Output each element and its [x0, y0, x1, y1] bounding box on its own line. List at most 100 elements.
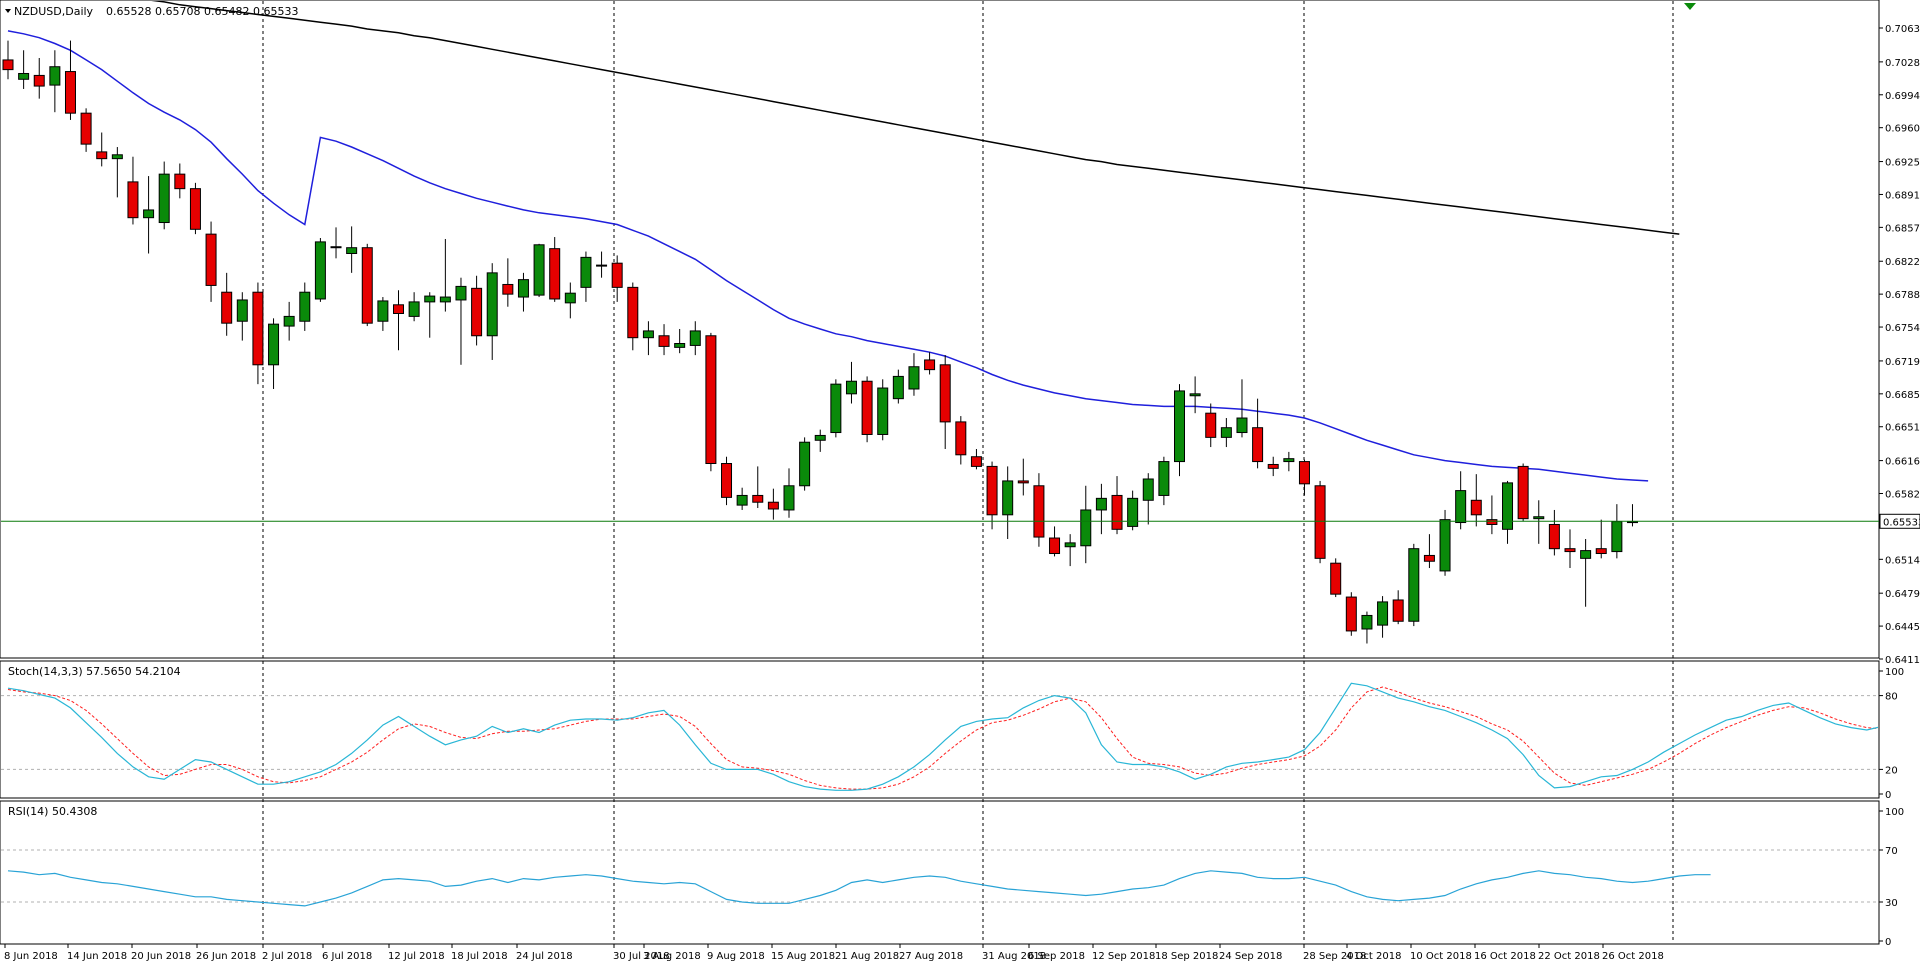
- candle-body-bull: [18, 72, 30, 80]
- candle-body-bear: [361, 247, 373, 324]
- time-tick-label: 27 Aug 2018: [899, 951, 963, 962]
- candle: [1595, 519, 1607, 559]
- rsi-tick-label: 70: [1885, 846, 1898, 857]
- candle-body-bear: [189, 188, 201, 230]
- candle: [814, 429, 826, 452]
- candle-body-bull: [439, 296, 451, 303]
- time-tick-label: 6 Sep 2018: [1028, 951, 1085, 962]
- candle-body-bull: [799, 441, 811, 487]
- candle-body-bull: [408, 301, 420, 317]
- candle-body-bear: [1564, 548, 1576, 553]
- candle-body-bear: [986, 465, 998, 516]
- candle-body-bear: [1595, 548, 1607, 555]
- candle-body-bear: [970, 456, 982, 467]
- candle: [127, 156, 139, 225]
- candle-body-bull: [1533, 516, 1545, 520]
- time-tick-label: 6 Jul 2018: [322, 951, 372, 962]
- candle: [1470, 474, 1482, 527]
- candle-body-bear: [221, 291, 233, 324]
- candle: [283, 301, 295, 341]
- candle-body-bear: [549, 248, 561, 300]
- candle: [1517, 463, 1529, 522]
- moving-averages: [7, 1, 1680, 482]
- collapse-triangle-icon[interactable]: [5, 9, 11, 13]
- candle: [1033, 473, 1045, 547]
- candle-body-bull: [908, 366, 920, 390]
- candle-body-bull: [1611, 521, 1623, 553]
- candle: [845, 361, 857, 404]
- candle: [330, 227, 342, 259]
- candle: [1345, 592, 1357, 636]
- candle: [299, 282, 311, 331]
- candle: [1283, 451, 1295, 472]
- candle: [314, 238, 326, 302]
- candle-body-bull: [314, 241, 326, 300]
- candle-body-bull: [1158, 461, 1170, 496]
- candle: [1049, 526, 1061, 557]
- candle-body-bull: [596, 264, 608, 267]
- candle: [64, 40, 76, 120]
- stoch-signal-line: [7, 686, 1878, 790]
- candle: [1314, 480, 1326, 564]
- candle: [393, 290, 404, 351]
- candle-body-bull: [1408, 548, 1420, 622]
- candle-body-bull: [674, 343, 686, 348]
- time-tick-label: 31 Aug 2018: [982, 951, 1046, 962]
- candle-body-bull: [1361, 614, 1373, 630]
- time-tick-label: 28 Sep 2018: [1303, 951, 1366, 962]
- candle: [970, 448, 982, 470]
- candle: [143, 176, 155, 254]
- candle: [1236, 379, 1248, 438]
- stoch-series: [7, 682, 1878, 791]
- candle: [736, 487, 748, 510]
- candle-body-bull: [49, 66, 61, 86]
- candle: [486, 263, 498, 360]
- candle-body-bull: [1439, 519, 1451, 572]
- candle: [33, 58, 45, 99]
- candle-body-bull: [1455, 490, 1467, 524]
- candle: [752, 466, 764, 509]
- candle-body-bear: [1298, 461, 1310, 485]
- candle-body-bear: [174, 173, 186, 190]
- candle: [80, 108, 92, 152]
- time-tick-label: 2 Jul 2018: [262, 951, 312, 962]
- candle-body-bear: [1345, 596, 1357, 632]
- candle-body-bear: [658, 335, 670, 347]
- time-tick-label: 15 Aug 2018: [771, 951, 835, 962]
- candle: [1502, 480, 1514, 544]
- ma-blue-line: [7, 30, 1649, 482]
- candle: [986, 461, 998, 530]
- price-panel[interactable]: [0, 0, 1880, 659]
- candle: [346, 226, 358, 273]
- candle-body-bull: [1502, 482, 1514, 530]
- rsi-tick-label: 30: [1885, 898, 1898, 909]
- candle: [221, 272, 233, 336]
- candle-body-bear: [64, 71, 76, 114]
- candle-body-bull: [424, 295, 436, 303]
- candle: [861, 376, 873, 443]
- candle-body-bear: [1470, 499, 1482, 516]
- candle: [1392, 590, 1404, 625]
- candle-body-bull: [1064, 542, 1076, 548]
- candle-body-bull: [236, 299, 248, 322]
- rsi-line: [7, 870, 1711, 907]
- candle-body-bull: [1236, 417, 1248, 434]
- candle-body-bear: [1033, 485, 1045, 538]
- rsi-panel[interactable]: [0, 800, 1880, 945]
- candle: [1080, 485, 1092, 564]
- candle: [1002, 466, 1014, 539]
- time-tick-label: 14 Jun 2018: [67, 951, 127, 962]
- candle: [689, 321, 701, 356]
- candle: [1361, 611, 1373, 644]
- time-tick-label: 24 Jul 2018: [516, 951, 573, 962]
- stoch-panel[interactable]: [0, 660, 1880, 799]
- candle: [1189, 376, 1201, 414]
- time-tick-label: 26 Jun 2018: [196, 951, 256, 962]
- stoch-tick-label: 0: [1885, 790, 1891, 801]
